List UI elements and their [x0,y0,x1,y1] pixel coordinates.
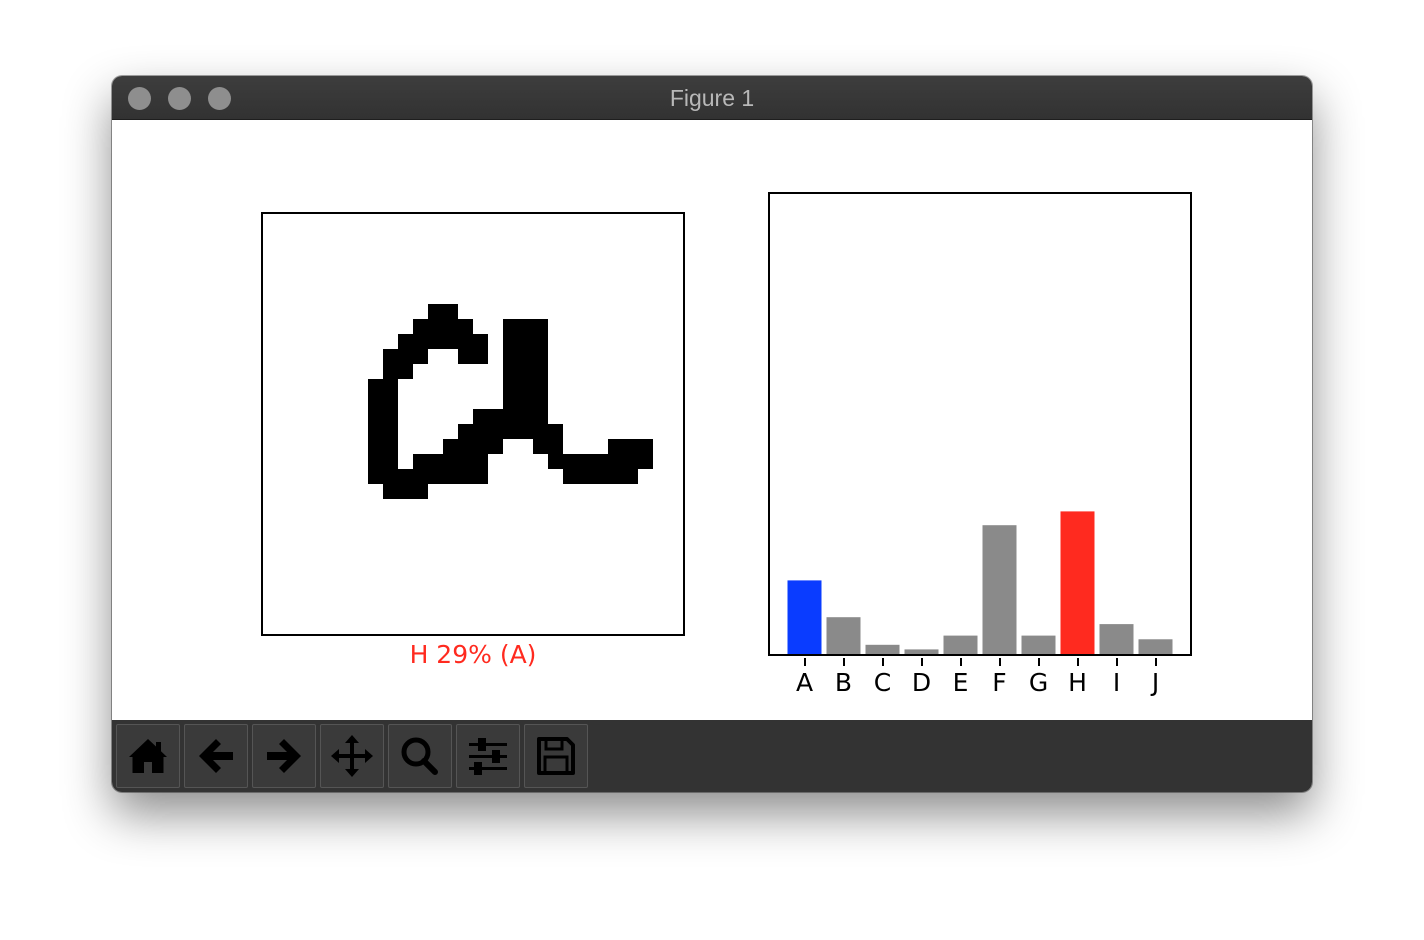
x-tick-mark-i [1115,658,1118,666]
maximize-window-button[interactable] [208,87,231,110]
window-title: Figure 1 [669,85,755,111]
home-icon [129,739,167,773]
save-button[interactable] [524,724,588,788]
probability-bar-chart [768,192,1192,656]
bar-e [943,635,978,654]
x-tick-mark-a [803,658,806,666]
bar-d [904,649,939,654]
configure-subplots-button[interactable] [456,724,520,788]
arrow-right-icon [267,739,301,773]
handwritten-letter-image [368,304,653,499]
bar-chart-svg [787,511,1173,654]
bar-b [826,617,861,654]
x-tick-mark-h [1076,658,1079,666]
sliders-icon [469,738,507,775]
x-tick-label-h: H [1068,668,1087,697]
title-bar[interactable]: Figure 1 [112,76,1312,120]
forward-button[interactable] [252,724,316,788]
bar-h [1060,511,1095,654]
x-tick-label-a: A [795,668,814,697]
x-tick-label-j: J [1151,668,1160,697]
x-tick-label-f: F [992,668,1007,697]
x-tick-label-e: E [952,668,969,697]
magnifier-icon [401,737,438,775]
x-tick-label-i: I [1112,668,1121,697]
bar-a [787,580,822,654]
minimize-window-button[interactable] [168,87,191,110]
bar-c [865,644,900,654]
pan-button[interactable] [320,724,384,788]
image-axes [261,212,685,636]
back-button[interactable] [184,724,248,788]
bar-i [1099,624,1134,654]
close-window-button[interactable] [128,87,151,110]
x-tick-mark-g [1037,658,1040,666]
x-tick-mark-b [842,658,845,666]
floppy-disk-icon [537,737,575,775]
x-tick-label-c: C [873,668,892,697]
x-tick-mark-f [998,658,1001,666]
x-tick-mark-e [959,658,962,666]
home-button[interactable] [116,724,180,788]
arrow-left-icon [199,739,233,773]
x-tick-label-d: D [911,668,932,697]
x-tick-label-g: G [1028,668,1049,697]
move-icon [331,735,373,777]
navigation-toolbar [112,720,1312,792]
prediction-label: H 29% (A) [409,640,537,669]
x-tick-label-b: B [834,668,853,697]
bar-f [982,525,1017,654]
x-tick-mark-j [1154,658,1157,666]
zoom-button[interactable] [388,724,452,788]
bar-j [1138,639,1173,654]
bar-g [1021,635,1056,654]
figure-window: Figure 1 [112,76,1312,792]
x-tick-mark-c [881,658,884,666]
x-tick-mark-d [920,658,923,666]
